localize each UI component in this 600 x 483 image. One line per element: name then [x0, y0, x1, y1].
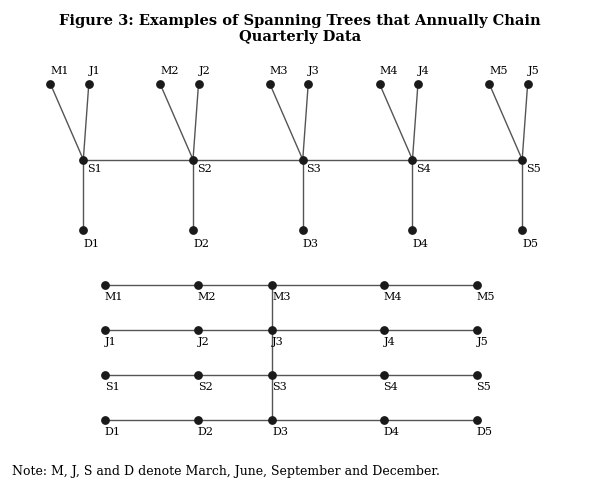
Point	[268, 416, 277, 424]
Point	[100, 416, 110, 424]
Text: J5: J5	[476, 337, 488, 347]
Point	[188, 156, 198, 163]
Text: J1: J1	[105, 337, 116, 347]
Point	[100, 281, 110, 289]
Point	[517, 156, 527, 163]
Point	[194, 80, 203, 88]
Point	[472, 281, 481, 289]
Text: S5: S5	[526, 164, 541, 174]
Text: S3: S3	[307, 164, 322, 174]
Point	[379, 371, 388, 379]
Point	[84, 80, 94, 88]
Text: D4: D4	[383, 426, 400, 437]
Point	[100, 326, 110, 334]
Text: D2: D2	[198, 426, 214, 437]
Text: Figure 3: Examples of Spanning Trees that Annually Chain
Quarterly Data: Figure 3: Examples of Spanning Trees tha…	[59, 14, 541, 44]
Point	[472, 371, 481, 379]
Point	[268, 371, 277, 379]
Point	[46, 80, 55, 88]
Text: M5: M5	[489, 66, 508, 76]
Point	[298, 227, 308, 234]
Point	[79, 227, 88, 234]
Text: J4: J4	[383, 337, 395, 347]
Text: D5: D5	[476, 426, 493, 437]
Text: J2: J2	[198, 337, 209, 347]
Point	[379, 326, 388, 334]
Text: J1: J1	[89, 66, 101, 76]
Point	[193, 281, 203, 289]
Text: D4: D4	[412, 240, 428, 249]
Text: S5: S5	[476, 382, 491, 392]
Text: M3: M3	[272, 292, 290, 302]
Text: M4: M4	[380, 66, 398, 76]
Point	[407, 227, 417, 234]
Text: J3: J3	[272, 337, 284, 347]
Point	[379, 416, 388, 424]
Point	[268, 326, 277, 334]
Point	[268, 281, 277, 289]
Text: D3: D3	[303, 240, 319, 249]
Text: M5: M5	[476, 292, 495, 302]
Text: M4: M4	[383, 292, 402, 302]
Text: S2: S2	[197, 164, 212, 174]
Point	[79, 156, 88, 163]
Text: S1: S1	[105, 382, 119, 392]
Text: J2: J2	[199, 66, 210, 76]
Text: J3: J3	[308, 66, 320, 76]
Text: M1: M1	[105, 292, 124, 302]
Point	[193, 371, 203, 379]
Text: D5: D5	[522, 240, 538, 249]
Text: J4: J4	[418, 66, 430, 76]
Point	[379, 281, 388, 289]
Point	[517, 227, 527, 234]
Text: Note: M, J, S and D denote March, June, September and December.: Note: M, J, S and D denote March, June, …	[12, 465, 440, 478]
Point	[155, 80, 165, 88]
Text: S4: S4	[383, 382, 398, 392]
Text: D1: D1	[83, 240, 100, 249]
Point	[265, 80, 275, 88]
Point	[413, 80, 423, 88]
Text: M3: M3	[270, 66, 289, 76]
Text: M2: M2	[160, 66, 179, 76]
Text: S2: S2	[198, 382, 212, 392]
Text: D2: D2	[193, 240, 209, 249]
Text: S3: S3	[272, 382, 287, 392]
Point	[375, 80, 385, 88]
Text: S4: S4	[416, 164, 431, 174]
Text: M2: M2	[198, 292, 217, 302]
Point	[100, 371, 110, 379]
Point	[472, 416, 481, 424]
Text: J5: J5	[527, 66, 539, 76]
Text: S1: S1	[87, 164, 102, 174]
Point	[472, 326, 481, 334]
Text: M1: M1	[50, 66, 69, 76]
Point	[193, 416, 203, 424]
Text: D3: D3	[272, 426, 288, 437]
Point	[407, 156, 417, 163]
Text: D1: D1	[105, 426, 121, 437]
Point	[188, 227, 198, 234]
Point	[298, 156, 308, 163]
Point	[484, 80, 494, 88]
Point	[523, 80, 532, 88]
Point	[304, 80, 313, 88]
Point	[193, 326, 203, 334]
